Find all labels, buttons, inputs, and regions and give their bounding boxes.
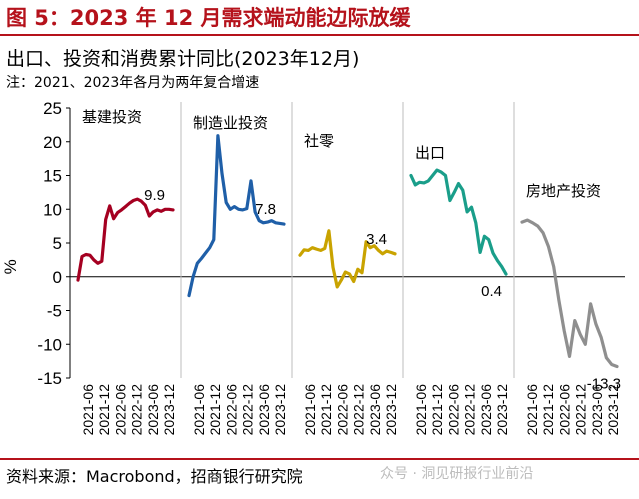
y-tick-label: 25 xyxy=(43,99,62,118)
series-label: 社零 xyxy=(304,133,334,150)
series-line xyxy=(520,218,619,369)
x-tick-label: 2021-06 xyxy=(80,384,96,436)
series-label: 基建投资 xyxy=(82,109,142,126)
x-tick-label: 2022-06 xyxy=(112,384,128,436)
end-value-label: -13.3 xyxy=(587,376,621,393)
x-tick-label: 2021-12 xyxy=(96,384,112,436)
series-label: 房地产投资 xyxy=(526,183,601,200)
end-value-label: 3.4 xyxy=(366,231,387,248)
x-tick-label: 2023-06 xyxy=(367,384,383,436)
end-value-label: 7.8 xyxy=(255,201,276,218)
x-tick-label: 2022-06 xyxy=(556,384,572,436)
y-tick-label: 10 xyxy=(43,200,62,219)
x-tick-label: 2021-06 xyxy=(413,384,429,436)
x-tick-label: 2022-12 xyxy=(462,384,478,436)
x-tick-label: 2023-12 xyxy=(161,384,177,436)
chart-note: 注：2021、2023年各月为两年复合增速 xyxy=(6,75,260,91)
y-tick-label: -10 xyxy=(37,335,62,354)
x-tick-label: 2021-12 xyxy=(429,384,445,436)
x-tick-label: 2022-06 xyxy=(445,384,461,436)
chart-title: 出口、投资和消费累计同比(2023年12月) xyxy=(6,48,360,70)
y-tick-label: 0 xyxy=(53,268,62,287)
x-tick-label: 2021-06 xyxy=(191,384,207,436)
figure-title: 图 5：2023 年 12 月需求端动能边际放缓 xyxy=(6,6,411,30)
x-tick-label: 2021-06 xyxy=(302,384,318,436)
x-tick-label: 2021-12 xyxy=(540,384,556,436)
x-tick-label: 2022-12 xyxy=(240,384,256,436)
end-value-label: 9.9 xyxy=(144,187,165,204)
y-tick-label: -15 xyxy=(37,369,62,388)
x-tick-label: 2021-06 xyxy=(524,384,540,436)
source-text: 资料来源：Macrobond，招商银行研究院 xyxy=(6,467,303,486)
x-tick-label: 2023-12 xyxy=(494,384,510,436)
y-axis-label: % xyxy=(1,259,20,274)
y-tick-label: -5 xyxy=(47,302,62,321)
x-tick-label: 2023-12 xyxy=(605,384,621,436)
x-tick-label: 2022-12 xyxy=(573,384,589,436)
x-tick-label: 2023-06 xyxy=(589,384,605,436)
x-tick-label: 2022-06 xyxy=(334,384,350,436)
x-tick-label: 2021-12 xyxy=(318,384,334,436)
x-tick-label: 2022-12 xyxy=(351,384,367,436)
series-label: 出口 xyxy=(415,145,445,162)
y-tick-label: 5 xyxy=(53,234,62,253)
title-divider xyxy=(0,34,639,36)
source-divider xyxy=(0,458,639,460)
series-label: 制造业投资 xyxy=(193,115,268,132)
y-tick-label: 20 xyxy=(43,133,62,152)
x-tick-label: 2023-12 xyxy=(272,384,288,436)
series-line xyxy=(298,229,397,289)
x-tick-label: 2022-06 xyxy=(223,384,239,436)
watermark-text: 众号 · 洞见研报行业前沿 xyxy=(380,466,534,482)
x-tick-label: 2023-06 xyxy=(478,384,494,436)
x-tick-label: 2023-06 xyxy=(145,384,161,436)
series-line xyxy=(76,197,175,282)
x-tick-label: 2021-12 xyxy=(207,384,223,436)
series-line xyxy=(187,134,286,298)
x-tick-label: 2022-12 xyxy=(129,384,145,436)
series-line xyxy=(409,168,508,276)
end-value-label: 0.4 xyxy=(481,283,502,300)
x-tick-label: 2023-12 xyxy=(383,384,399,436)
x-tick-label: 2023-06 xyxy=(256,384,272,436)
y-tick-label: 15 xyxy=(43,167,62,186)
